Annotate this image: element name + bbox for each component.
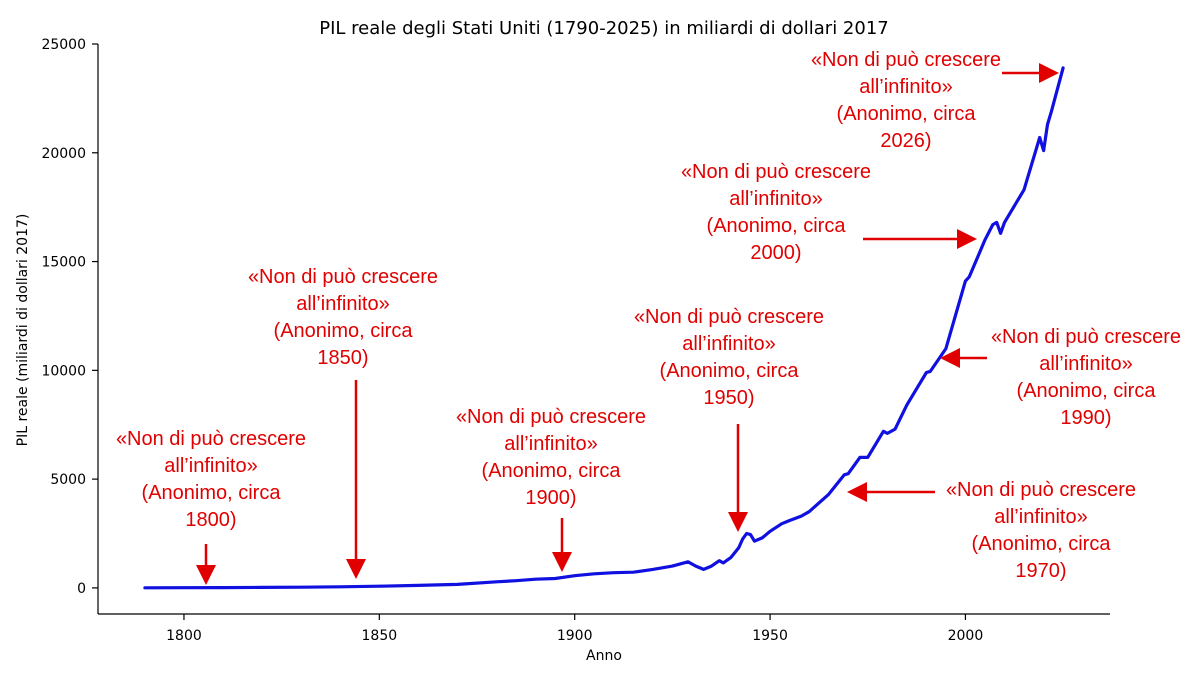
annotation-line: all’infinito» xyxy=(682,333,775,355)
y-tick-label: 15000 xyxy=(41,255,86,271)
annotation-line: «Non di può crescere xyxy=(946,479,1136,501)
annotation-line: (Anonimo, circa xyxy=(707,215,847,237)
annotation-line: 1900) xyxy=(525,487,576,509)
annotation-text: «Non di può crescere all’infinito» (Anonim… xyxy=(811,49,1001,152)
annotation-line: all’infinito» xyxy=(504,433,597,455)
annotation-line: all’infinito» xyxy=(1039,353,1132,375)
x-tick-label: 1900 xyxy=(557,628,593,644)
annotation-text: «Non di può crescere all’infinito» (Anonim… xyxy=(116,428,306,531)
annotation-line: (Anonimo, circa xyxy=(274,320,414,342)
x-axis-label: Anno xyxy=(586,648,622,664)
annotation-line: all’infinito» xyxy=(164,455,257,477)
annotation: «Non di può crescere all’infinito» (Anonim… xyxy=(681,161,977,264)
annotation-line: «Non di può crescere xyxy=(456,406,646,428)
annotation-line: 1990) xyxy=(1060,407,1111,429)
annotation-line: (Anonimo, circa xyxy=(1017,380,1157,402)
annotation-text: «Non di può crescere all’infinito» (Anonim… xyxy=(681,161,871,264)
annotation-line: all’infinito» xyxy=(729,188,822,210)
annotation-line: all’infinito» xyxy=(296,293,389,315)
annotation-line: «Non di può crescere xyxy=(681,161,871,183)
x-tick-label: 2000 xyxy=(948,628,984,644)
x-tick-label: 1800 xyxy=(166,628,202,644)
annotation: «Non di può crescere all’infinito» (Anonim… xyxy=(847,479,1136,582)
annotation: «Non di può crescere all’infinito» (Anonim… xyxy=(940,326,1181,429)
y-tick-label: 0 xyxy=(77,581,86,597)
annotation-text: «Non di può crescere all’infinito» (Anonim… xyxy=(248,266,438,369)
x-tick-label: 1850 xyxy=(362,628,398,644)
annotation-line: (Anonimo, circa xyxy=(482,460,622,482)
gdp-series-line xyxy=(143,66,1065,590)
y-tick-label: 10000 xyxy=(41,363,86,379)
annotation-line: 1850) xyxy=(317,347,368,369)
y-tick-label: 25000 xyxy=(41,37,86,53)
y-tick-label: 5000 xyxy=(50,472,86,488)
annotation: «Non di può crescere all’infinito» (Anonim… xyxy=(811,49,1059,152)
y-ticks: 0 5000 10000 15000 20000 25000 xyxy=(41,37,98,597)
annotation-line: (Anonimo, circa xyxy=(660,360,800,382)
annotation: «Non di può crescere all’infinito» (Anonim… xyxy=(634,306,824,532)
annotations: «Non di può crescere all’infinito» (Anonim… xyxy=(116,49,1181,585)
annotation-line: 1800) xyxy=(185,509,236,531)
annotation-text: «Non di può crescere all’infinito» (Anonim… xyxy=(456,406,646,509)
annotation-text: «Non di può crescere all’infinito» (Anonim… xyxy=(991,326,1181,429)
annotation-line: 2000) xyxy=(750,242,801,264)
annotation-text: «Non di può crescere all’infinito» (Anonim… xyxy=(946,479,1136,582)
annotation-line: «Non di può crescere xyxy=(248,266,438,288)
x-ticks: 1800 1850 1900 1950 2000 xyxy=(166,614,983,644)
annotation-line: 1970) xyxy=(1015,560,1066,582)
chart-title: PIL reale degli Stati Uniti (1790-2025) … xyxy=(319,18,889,39)
annotation-line: all’infinito» xyxy=(859,76,952,98)
annotation: «Non di può crescere all’infinito» (Anonim… xyxy=(116,428,306,585)
annotation-line: «Non di può crescere xyxy=(116,428,306,450)
y-axis-label: PIL reale (miliardi di dollari 2017) xyxy=(15,214,31,447)
annotation-line: 1950) xyxy=(703,387,754,409)
annotation-line: all’infinito» xyxy=(994,506,1087,528)
annotation-line: (Anonimo, circa xyxy=(837,103,977,125)
x-tick-label: 1950 xyxy=(752,628,788,644)
annotation-line: (Anonimo, circa xyxy=(142,482,282,504)
annotation-line: «Non di può crescere xyxy=(634,306,824,328)
annotation-text: «Non di può crescere all’infinito» (Anonim… xyxy=(634,306,824,409)
annotation-line: «Non di può crescere xyxy=(811,49,1001,71)
annotation: «Non di può crescere all’infinito» (Anonim… xyxy=(456,406,646,572)
plot-area: 0 5000 10000 15000 20000 25000 1800 1850 1900 19… xyxy=(41,37,1181,644)
y-tick-label: 20000 xyxy=(41,146,86,162)
annotation: «Non di può crescere all’infinito» (Anonim… xyxy=(248,266,438,579)
annotation-line: 2026) xyxy=(880,130,931,152)
annotation-line: (Anonimo, circa xyxy=(972,533,1112,555)
annotation-line: «Non di può crescere xyxy=(991,326,1181,348)
